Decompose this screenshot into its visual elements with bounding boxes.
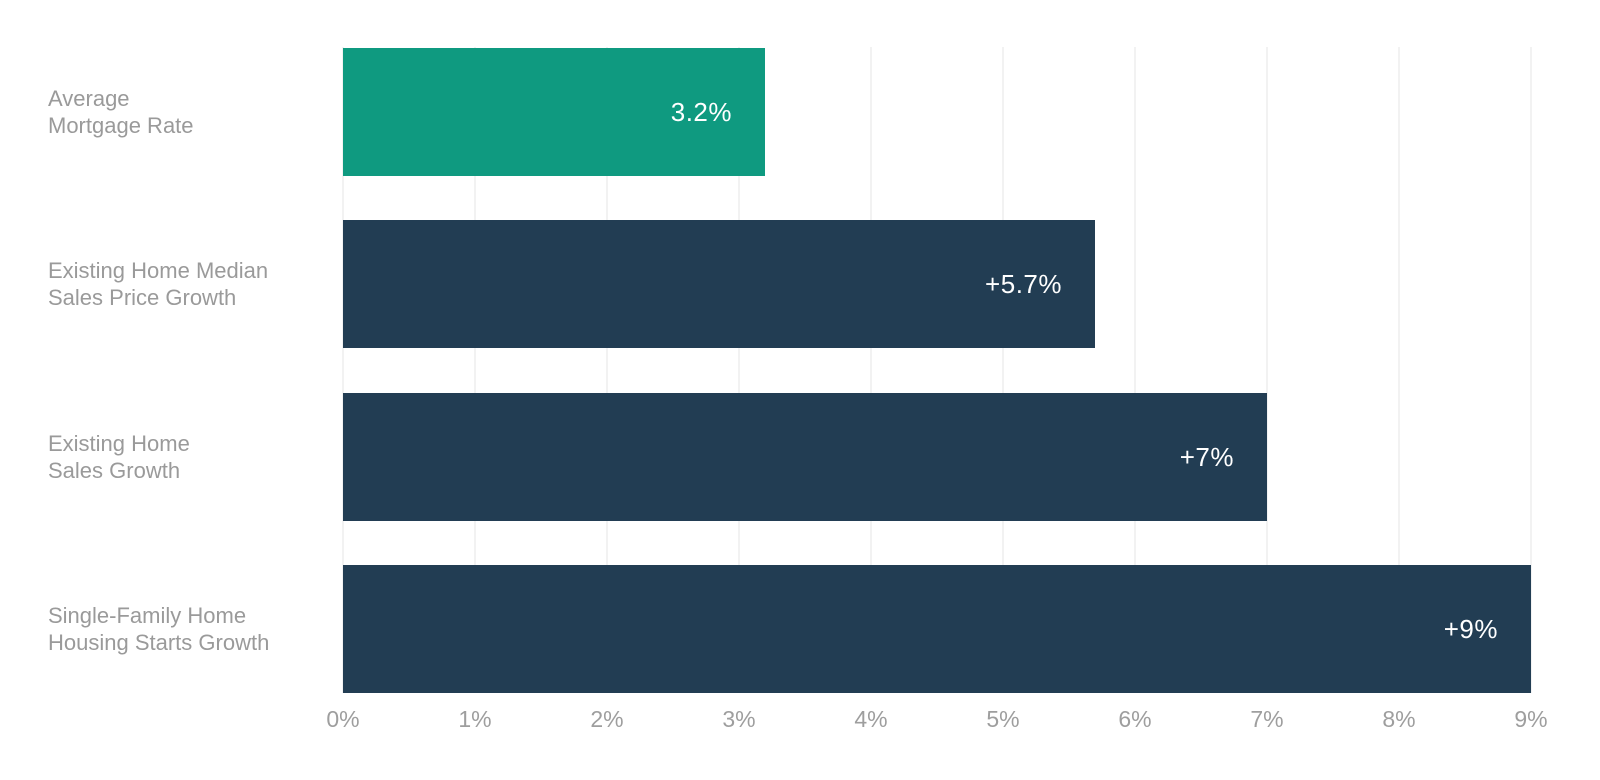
x-axis-tick-label: 3% [722, 706, 756, 732]
bar-value-label: 3.2% [670, 96, 732, 127]
row-label: Existing Home Median Sales Price Growth [48, 258, 269, 310]
x-axis-tick-label: 2% [590, 706, 624, 732]
x-axis-tick-label: 1% [458, 706, 492, 732]
bar-value-label: +5.7% [985, 268, 1062, 299]
x-axis-tick-label: 9% [1514, 706, 1548, 732]
bar-value-label: +7% [1179, 441, 1234, 472]
x-axis-tick-label: 6% [1118, 706, 1152, 732]
gridline [1134, 47, 1136, 693]
gridline [870, 47, 872, 693]
bar: +7% [343, 393, 1267, 521]
row-label: Existing Home Sales Growth [48, 431, 190, 483]
gridline [1530, 47, 1532, 693]
gridline [342, 47, 344, 693]
bar: 3.2% [343, 48, 765, 176]
gridline [1002, 47, 1004, 693]
bar: +5.7% [343, 220, 1095, 348]
row-label: Average Mortgage Rate [48, 86, 194, 138]
gridline [738, 47, 740, 693]
x-axis-tick-label: 8% [1382, 706, 1416, 732]
bar: +9% [343, 565, 1531, 693]
bar-value-label: +9% [1443, 613, 1498, 644]
gridline [474, 47, 476, 693]
row-label: Single-Family Home Housing Starts Growth [48, 603, 270, 655]
gridline [606, 47, 608, 693]
gridline [1398, 47, 1400, 693]
x-axis-tick-label: 4% [854, 706, 888, 732]
x-axis-tick-label: 0% [326, 706, 360, 732]
x-axis-tick-label: 7% [1250, 706, 1284, 732]
x-axis-tick-label: 5% [986, 706, 1020, 732]
gridline [1266, 47, 1268, 693]
